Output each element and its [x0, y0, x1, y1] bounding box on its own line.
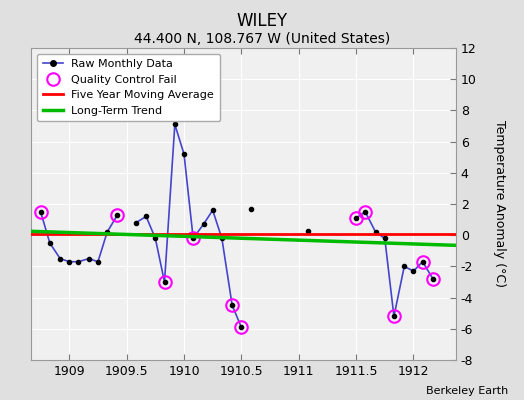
- Text: WILEY: WILEY: [236, 12, 288, 30]
- Legend: Raw Monthly Data, Quality Control Fail, Five Year Moving Average, Long-Term Tren: Raw Monthly Data, Quality Control Fail, …: [37, 54, 220, 121]
- Text: 44.400 N, 108.767 W (United States): 44.400 N, 108.767 W (United States): [134, 32, 390, 46]
- Text: Berkeley Earth: Berkeley Earth: [426, 386, 508, 396]
- Y-axis label: Temperature Anomaly (°C): Temperature Anomaly (°C): [493, 120, 506, 288]
